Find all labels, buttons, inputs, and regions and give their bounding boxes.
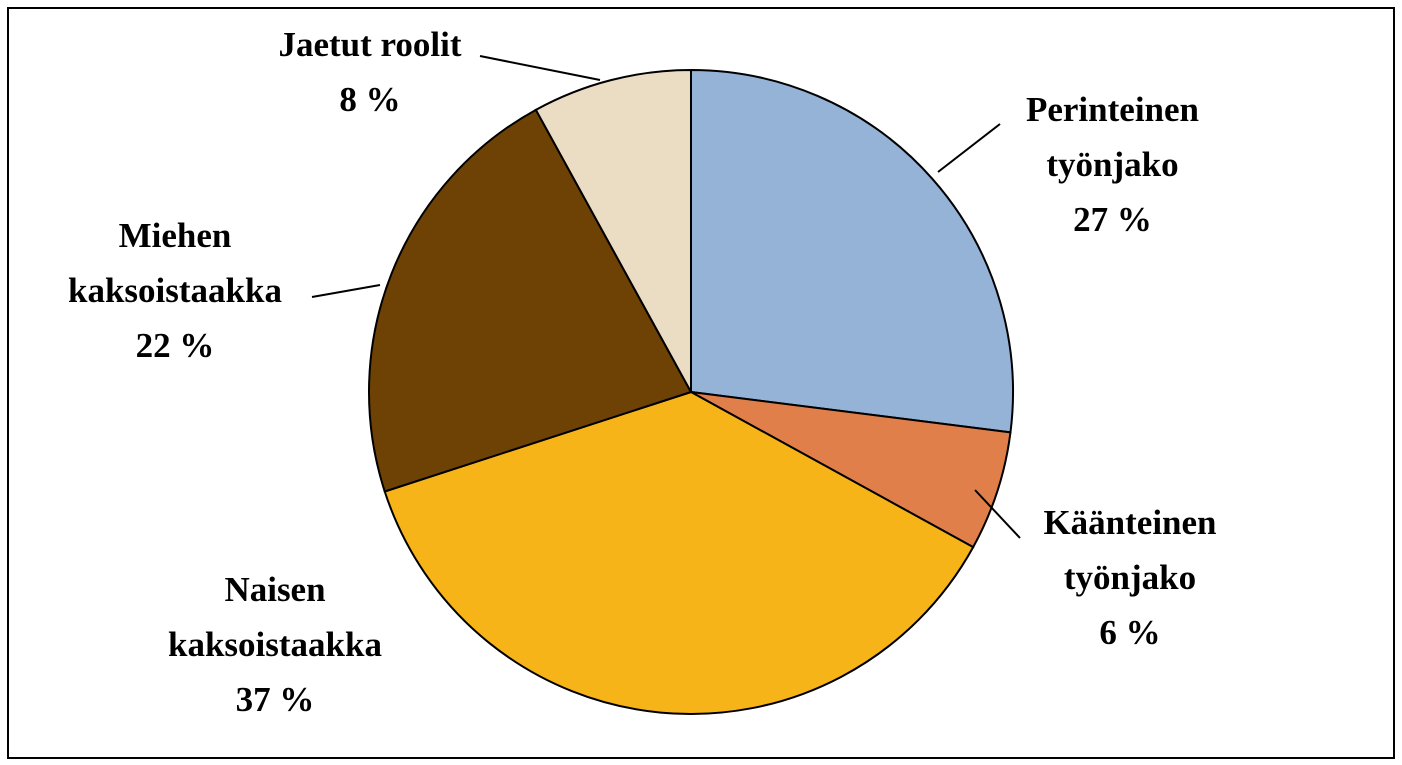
slice-label: Käänteinen työnjako 6 %: [1010, 495, 1250, 660]
pie-slice: [690, 391, 1012, 549]
value-label: 8 %: [339, 80, 401, 119]
leader-line: [479, 55, 601, 81]
pie-slice: [368, 108, 693, 493]
value-label: 37 %: [235, 680, 315, 719]
slice-label: Perinteinen työnjako 27 %: [990, 82, 1235, 247]
value-label: 27 %: [1073, 200, 1152, 239]
leader-line: [311, 284, 381, 298]
category-label: Naisen kaksoistaakka: [168, 570, 382, 664]
category-label: Jaetut roolit: [278, 25, 462, 64]
value-label: 6 %: [1099, 613, 1161, 652]
pie-slice: [383, 390, 975, 715]
slice-label: Naisen kaksoistaakka 37 %: [130, 562, 420, 727]
slice-label: Miehen kaksoistaakka 22 %: [30, 208, 320, 373]
category-label: Perinteinen työnjako: [1025, 90, 1200, 184]
category-label: Käänteinen työnjako: [1043, 503, 1217, 597]
value-label: 22 %: [135, 326, 215, 365]
pie-slice: [690, 68, 1014, 434]
leader-line: [974, 489, 1021, 539]
category-label: Miehen kaksoistaakka: [68, 216, 282, 310]
pie-slice: [534, 68, 692, 393]
slice-label: Jaetut roolit 8 %: [240, 17, 500, 127]
leader-line: [937, 123, 1001, 173]
